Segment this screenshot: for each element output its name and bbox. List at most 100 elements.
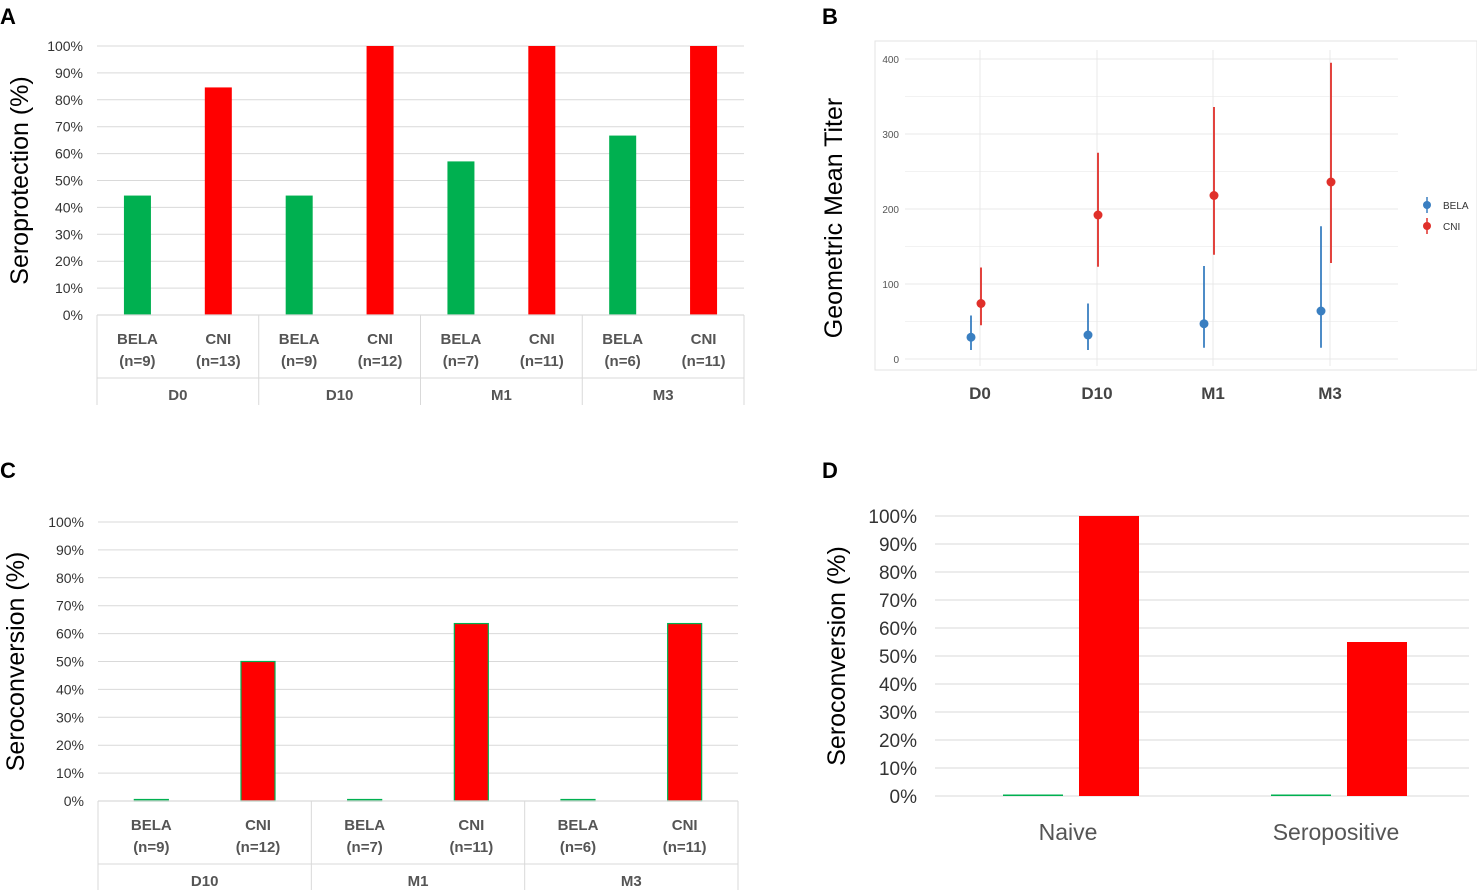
y-tick-label: 200 [882,205,899,216]
bar-category-label: CNI [458,817,484,834]
bar-bela-seropositive [1271,794,1331,796]
panel-b: 0 100 200 300 400 D0 D10 M1 M3 Geometric Mean Tit… [820,40,1477,403]
x-tick-label: D10 [1081,384,1112,403]
bar-cni-m1 [528,46,556,315]
y-tick-label: 100% [868,507,917,528]
group-label: M1 [408,873,429,890]
bar-cni-d0 [204,87,232,316]
bar-bela-naive [1003,794,1063,796]
y-tick-label: 0% [890,787,918,808]
point-cni [1093,210,1103,220]
y-tick-label: 20% [56,737,84,753]
bar-n-label: (n=12) [358,353,403,370]
x-tick-label: D0 [969,384,991,403]
y-tick-label: 0 [893,355,899,366]
y-tick-label: 40% [56,681,84,697]
y-tick-label: 40% [879,675,917,696]
panel-label-b: B [822,4,838,29]
y-tick-label: 100 [882,280,899,291]
y-tick-label: 50% [56,654,84,670]
y-tick-label: 100% [47,38,83,54]
bar-bela-m3 [609,135,637,315]
plot-frame [874,40,1477,371]
legend-swatch-bela [1423,201,1431,209]
y-tick-label: 90% [55,65,83,81]
bar-n-label: (n=6) [605,353,641,370]
y-tick-label: 80% [879,563,917,584]
y-tick-label: 60% [879,619,917,640]
bar-category-label: CNI [205,331,231,348]
y-tick-label: 70% [879,591,917,612]
y-tick-label: 70% [56,598,84,614]
bar-category-label: BELA [131,817,172,834]
bar-bela-m1 [447,161,475,315]
bar-n-label: (n=9) [281,353,317,370]
panel-a: 0% 10% 20% 30% 40% 50% 60% 70% 80% 90% 100% Seropro… [6,38,745,405]
panel-d: 0% 10% 20% 30% 40% 50% 60% 70% 80% 90% 100% Serocon… [823,507,1469,845]
panel-label-a: A [0,4,16,29]
bar-category-label: BELA [117,331,158,348]
y-tick-label: 40% [55,199,83,215]
bar-cni-seropositive [1347,642,1407,796]
bar-category-label: BELA [558,817,599,834]
point-bela [966,332,976,342]
group-label: D10 [191,873,219,890]
y-tick-label: 100% [48,514,84,530]
y-axis-title: Seroconversion (%) [823,546,851,766]
y-tick-label: 20% [879,731,917,752]
bar-n-label: (n=11) [449,839,493,856]
y-tick-label: 300 [882,130,899,141]
bar-cni-m3 [690,46,718,315]
y-tick-label: 30% [879,703,917,724]
y-tick-label: 90% [879,535,917,556]
bar-category-label: CNI [691,331,717,348]
bar-n-label: (n=7) [443,353,479,370]
bar-cni-m1 [453,622,489,802]
bar-category-label: BELA [441,331,482,348]
y-tick-label: 30% [56,709,84,725]
y-axis-title: Geometric Mean Titer [820,98,848,338]
y-tick-label: 80% [55,92,83,108]
bar-n-label: (n=7) [347,839,383,856]
bar-cni-m3 [667,622,703,802]
group-label: M3 [653,387,674,404]
y-tick-label: 80% [56,570,84,586]
x-tick-label: M1 [1201,384,1225,403]
bar-n-label: (n=11) [520,353,564,370]
y-tick-label: 50% [879,647,917,668]
y-tick-label: 20% [55,253,83,269]
bar-category-label: CNI [367,331,393,348]
y-tick-label: 30% [55,226,83,242]
bar-cni-d10 [366,46,394,315]
legend-label: BELA [1443,201,1469,212]
x-tick-label: Naive [1039,819,1098,845]
y-tick-label: 10% [879,759,917,780]
bar-category-label: BELA [279,331,320,348]
y-tick-label: 70% [55,119,83,135]
bar-bela-d10 [285,195,313,315]
panel-label-d: D [822,458,838,483]
bar-n-label: (n=11) [663,839,707,856]
bar-bela-d0 [123,195,151,315]
y-tick-label: 0% [64,793,84,809]
y-tick-label: 0% [63,307,83,323]
y-tick-label: 400 [882,55,899,66]
bar-cni-d10 [240,660,276,802]
group-label: D0 [168,387,187,404]
group-label: M1 [491,387,512,404]
x-tick-label: M3 [1318,384,1342,403]
point-cni [1209,191,1219,200]
bar-n-label: (n=9) [133,839,169,856]
y-tick-label: 50% [55,173,83,189]
y-tick-label: 10% [56,765,84,781]
panel-c: 0% 10% 20% 30% 40% 50% 60% 70% 80% 90% 100% Serocon… [2,514,739,890]
y-tick-label: 60% [56,626,84,642]
point-bela [1199,319,1209,329]
bar-category-label: CNI [245,817,271,834]
y-tick-label: 60% [55,146,83,162]
y-axis-title: Seroconversion (%) [2,552,30,772]
bar-category-label: CNI [672,817,698,834]
point-bela [1083,330,1093,340]
group-label: D10 [326,387,354,404]
